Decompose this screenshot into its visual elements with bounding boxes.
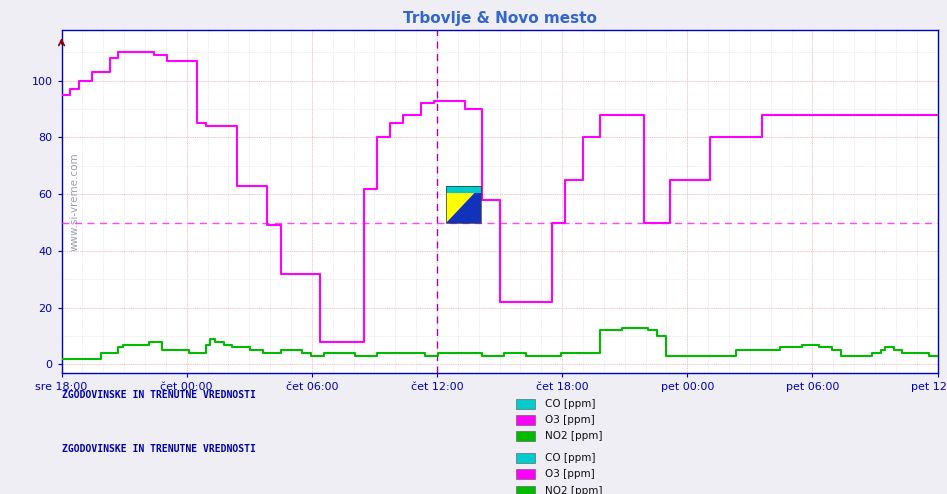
Text: NO2 [ppm]: NO2 [ppm] <box>545 486 602 494</box>
Text: www.si-vreme.com: www.si-vreme.com <box>70 152 80 250</box>
Text: CO [ppm]: CO [ppm] <box>545 453 595 463</box>
Bar <box>446 186 481 193</box>
Polygon shape <box>446 186 481 223</box>
Text: O3 [ppm]: O3 [ppm] <box>545 415 595 425</box>
Text: NO2 [ppm]: NO2 [ppm] <box>545 431 602 441</box>
Text: CO [ppm]: CO [ppm] <box>545 399 595 409</box>
Text: ZGODOVINSKE IN TRENUTNE VREDNOSTI: ZGODOVINSKE IN TRENUTNE VREDNOSTI <box>62 444 256 454</box>
Text: O3 [ppm]: O3 [ppm] <box>545 469 595 479</box>
Bar <box>446 186 481 223</box>
Text: ZGODOVINSKE IN TRENUTNE VREDNOSTI: ZGODOVINSKE IN TRENUTNE VREDNOSTI <box>62 390 256 400</box>
Title: Trbovlje & Novo mesto: Trbovlje & Novo mesto <box>402 11 597 26</box>
Polygon shape <box>446 186 481 223</box>
